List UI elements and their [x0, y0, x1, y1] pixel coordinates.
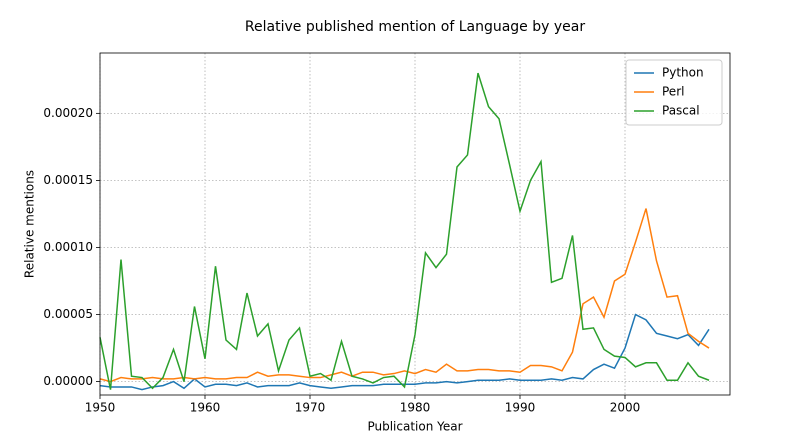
- x-tick-label: 1990: [505, 401, 536, 415]
- y-tick-label: 0.00020: [43, 106, 93, 120]
- y-tick-label: 0.00010: [43, 240, 93, 254]
- legend-label: Perl: [662, 85, 684, 99]
- legend-box: [625, 59, 723, 126]
- x-tick-label: 1950: [85, 401, 116, 415]
- series-line: [99, 72, 710, 390]
- y-tick-label: 0.00005: [43, 307, 93, 321]
- x-tick-label: 1970: [295, 401, 326, 415]
- legend: Python Perl Pascal: [625, 59, 723, 126]
- x-tick-label: 1960: [190, 401, 221, 415]
- plot-frame: [99, 52, 731, 396]
- y-tick-label: 0.00015: [43, 173, 93, 187]
- series-line: [99, 208, 710, 383]
- x-tick-label: 1980: [400, 401, 431, 415]
- legend-label: Python: [662, 66, 704, 80]
- x-tick-label: 2000: [610, 401, 641, 415]
- y-axis-label: Relative mentions: [23, 170, 37, 278]
- y-tick-label: 0.00000: [43, 374, 93, 388]
- chart-title: Relative published mention of Language b…: [245, 19, 585, 35]
- legend-label: Pascal: [662, 104, 700, 118]
- x-axis-label: Publication Year: [367, 420, 462, 434]
